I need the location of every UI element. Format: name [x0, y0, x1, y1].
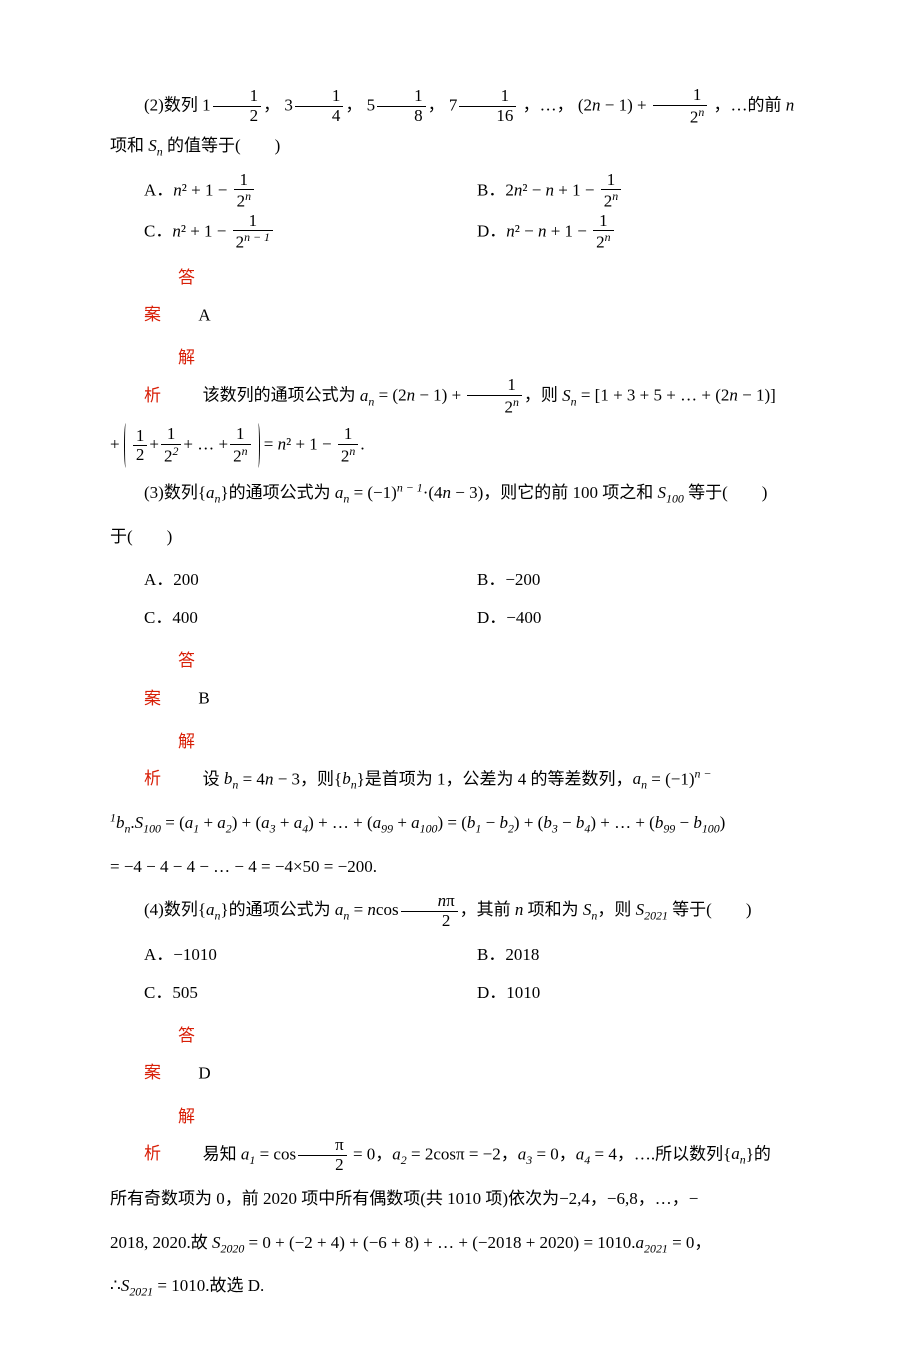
q3-analysis-l3: = −4 − 4 − 4 − … − 4 = −4×50 = −200. — [110, 848, 810, 885]
analysis-label: 解析 — [144, 1098, 198, 1173]
analysis-label: 解析 — [144, 723, 198, 798]
q3-choice-B: B．−200 — [477, 561, 810, 598]
q2-answer: 答案A — [110, 259, 810, 334]
q3-choice-C: C．400 — [144, 599, 477, 636]
q4-answer: 答案D — [110, 1017, 810, 1092]
q2-choice-B: B．2n² − n + 1 − 12n — [477, 171, 810, 212]
answer-text: D — [198, 1063, 210, 1082]
q3-analysis-l2: 1bn.S100 = (a1 + a2) + (a3 + a4) + … + (… — [110, 804, 810, 842]
q3-answer: 答案B — [110, 642, 810, 717]
answer-label: 答案 — [144, 259, 198, 334]
answer-label: 答案 — [144, 1017, 198, 1092]
q3-stem-cont: 于( ) — [110, 518, 810, 555]
answer-text: B — [198, 689, 209, 708]
q4-choice-A: A．−1010 — [144, 936, 477, 973]
q2-analysis-cont: + 12+122+ … +12n = n² + 1 − 12n. — [110, 423, 810, 468]
q2-choice-C: C．n² + 1 − 12n − 1 — [144, 212, 477, 253]
answer-label: 答案 — [144, 642, 198, 717]
q3-choice-D: D．−400 — [477, 599, 810, 636]
q4-analysis-l3: 2018, 2020.故 S2020 = 0 + (−2 + 4) + (−6 … — [110, 1224, 810, 1262]
q4-stem: (4)数列{an}的通项公式为 an = ncosnπ2，其前 n 项和为 Sn… — [110, 891, 810, 930]
q4-analysis-l4: ∴S2021 = 1010.故选 D. — [110, 1267, 810, 1305]
q2-choice-A: A．n² + 1 − 12n — [144, 171, 477, 212]
q3-analysis: 解析 设 bn = 4n − 3，则{bn}是首项为 1，公差为 4 的等差数列… — [110, 723, 810, 798]
q4-choice-B: B．2018 — [477, 936, 810, 973]
q4-choice-D: D．1010 — [477, 974, 810, 1011]
q4-choice-C: C．505 — [144, 974, 477, 1011]
q2-choices: A．n² + 1 − 12n B．2n² − n + 1 − 12n C．n² … — [110, 171, 810, 253]
answer-text: A — [198, 305, 210, 324]
q4-analysis-l2: 所有奇数项为 0，前 2020 项中所有偶数项(共 1010 项)依次为−2,4… — [110, 1180, 810, 1217]
q2-choice-D: D．n² − n + 1 − 12n — [477, 212, 810, 253]
q3-stem: (3)数列{an}的通项公式为 an = (−1)n − 1·(4n − 3)，… — [110, 474, 810, 512]
q2-stem: (2)数列 112， 314， 518， 7116 ，…， (2n − 1) +… — [110, 86, 810, 165]
analysis-label: 解析 — [144, 339, 198, 414]
q3-choices: A．200 B．−200 C．400 D．−400 — [110, 561, 810, 636]
q4-choices: A．−1010 B．2018 C．505 D．1010 — [110, 936, 810, 1011]
q3-choice-A: A．200 — [144, 561, 477, 598]
q4-analysis-l1: 解析 易知 a1 = cosπ2 = 0，a2 = 2cosπ = −2，a3 … — [110, 1098, 810, 1175]
text: (2)数列 — [144, 95, 202, 114]
q2-analysis: 解析 该数列的通项公式为 an = (2n − 1) + 12n，则 Sn = … — [110, 339, 810, 417]
